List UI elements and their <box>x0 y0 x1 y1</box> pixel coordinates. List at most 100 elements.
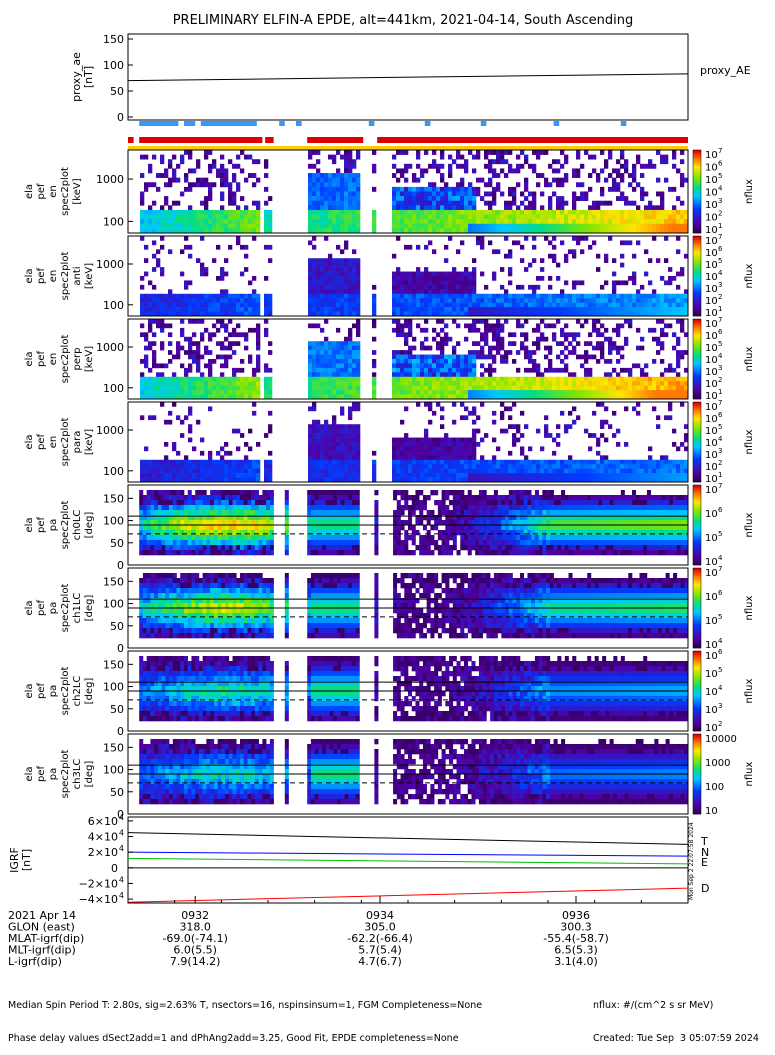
spectrogram-cell <box>552 473 556 478</box>
spectrogram-cell <box>672 429 676 434</box>
spectrogram-cell <box>660 210 664 215</box>
spectrogram-cell <box>568 386 572 391</box>
spectrogram-cell <box>176 164 180 169</box>
spectrogram-cell <box>372 359 376 364</box>
spectrogram-cell <box>168 219 172 224</box>
spectrogram-cell <box>556 381 560 386</box>
spectrogram-cell <box>332 438 336 443</box>
spectrogram-cell <box>648 303 652 308</box>
spectrogram-cell <box>252 182 256 187</box>
spectrogram-cell <box>348 415 352 420</box>
spectrogram-cell <box>324 372 328 377</box>
spectrogram-cell <box>496 173 500 178</box>
spectrogram-cell <box>408 187 412 192</box>
spectrogram-cell <box>392 446 396 451</box>
spectrogram-cell <box>164 303 168 308</box>
spectrogram-cell <box>264 210 268 215</box>
spectrogram-cell <box>404 451 408 456</box>
spectrogram-cell <box>220 469 224 474</box>
spectrogram-cell <box>220 363 224 368</box>
spectrogram-cell <box>596 346 600 351</box>
spectrogram-cell <box>508 272 512 277</box>
pa-cell <box>180 490 184 495</box>
spectrogram-cell <box>628 182 632 187</box>
spectrogram-cell <box>148 319 152 324</box>
spectrogram-cell <box>668 276 672 281</box>
spectrogram-cell <box>216 303 220 308</box>
pa-cell <box>191 510 195 515</box>
spectrogram-cell <box>424 210 428 215</box>
spectrogram-cell <box>264 469 268 474</box>
spectrogram-cell <box>604 390 608 395</box>
spectrogram-cell <box>252 469 256 474</box>
spectrogram-cell <box>668 390 672 395</box>
spectrogram-cell <box>496 249 500 254</box>
spectrogram-cell <box>424 377 428 382</box>
spectrogram-cell <box>556 159 560 164</box>
spectrogram-cell <box>516 298 520 303</box>
spectrogram-cell <box>444 224 448 229</box>
spectrogram-cell <box>440 455 444 460</box>
spectrogram-cell <box>652 406 656 411</box>
spectrogram-cell <box>412 280 416 285</box>
pa-cell <box>139 530 143 535</box>
spectrogram-cell <box>240 272 244 277</box>
spectrogram-cell <box>544 210 548 215</box>
spectrogram-cell <box>428 215 432 220</box>
spectrogram-cell <box>408 280 412 285</box>
spectrogram-cell <box>344 240 348 245</box>
spectrogram-cell <box>316 168 320 173</box>
spectrogram-cell <box>440 424 444 429</box>
spectrogram-cell <box>416 210 420 215</box>
energy-ylabel: pef <box>36 183 47 200</box>
spectrogram-cell <box>308 201 312 206</box>
spectrogram-cell <box>460 402 464 407</box>
spectrogram-cell <box>628 240 632 245</box>
spectrogram-cell <box>648 219 652 224</box>
spectrogram-cell <box>524 332 528 337</box>
spectrogram-cell <box>648 307 652 312</box>
spectrogram-cell <box>568 455 572 460</box>
energy-ylabel: spec2plot <box>60 167 71 216</box>
spectrogram-cell <box>564 210 568 215</box>
spectrogram-cell <box>548 323 552 328</box>
spectrogram-cell <box>216 460 220 465</box>
spectrogram-cell <box>164 442 168 447</box>
pa-cell <box>173 530 177 535</box>
spectrogram-cell <box>192 473 196 478</box>
spectrogram-cell <box>392 272 396 277</box>
pa-cell <box>177 495 181 500</box>
spectrogram-cell <box>348 346 352 351</box>
spectrogram-cell <box>624 381 628 386</box>
spectrogram-cell <box>492 386 496 391</box>
spectrogram-cell <box>348 303 352 308</box>
spectrogram-cell <box>216 276 220 281</box>
spectrogram-cell <box>560 381 564 386</box>
spectrogram-cell <box>596 224 600 229</box>
spectrogram-cell <box>336 328 340 333</box>
spectrogram-cell <box>332 372 336 377</box>
spectrogram-cell <box>440 285 444 290</box>
spectrogram-cell <box>212 473 216 478</box>
spectrogram-cell <box>452 346 456 351</box>
spectrogram-cell <box>456 438 460 443</box>
spectrogram-cell <box>224 210 228 215</box>
spectrogram-cell <box>544 337 548 342</box>
spectrogram-cell <box>196 464 200 469</box>
spectrogram-cell <box>576 210 580 215</box>
spectrogram-cell <box>396 368 400 373</box>
spectrogram-cell <box>668 187 672 192</box>
spectrogram-cell <box>640 460 644 465</box>
spectrogram-cell <box>444 460 448 465</box>
spectrogram-cell <box>188 350 192 355</box>
spectrogram-cell <box>424 446 428 451</box>
spectrogram-cell <box>348 298 352 303</box>
spectrogram-cell <box>252 390 256 395</box>
spectrogram-cell <box>348 341 352 346</box>
spectrogram-cell <box>340 173 344 178</box>
spectrogram-cell <box>392 368 396 373</box>
spectrogram-cell <box>316 429 320 434</box>
spectrogram-cell <box>372 168 376 173</box>
pa-cell <box>188 510 192 515</box>
spectrogram-cell <box>348 455 352 460</box>
